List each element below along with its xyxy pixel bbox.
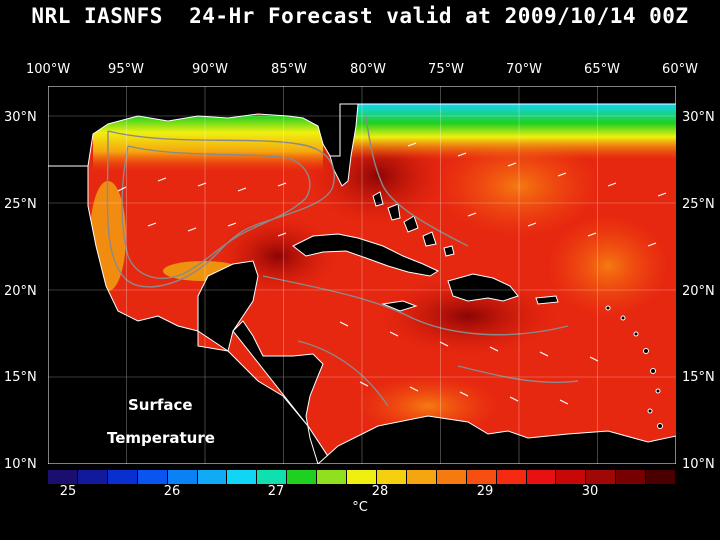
colorbar-swatch bbox=[317, 470, 348, 484]
map-label-surface: Surface bbox=[128, 396, 193, 414]
lat-label-right-30n: 30°N bbox=[682, 110, 715, 125]
lat-label-left-25n: 25°N bbox=[4, 197, 37, 212]
land-jamaica bbox=[381, 300, 418, 312]
lat-label-right-20n: 20°N bbox=[682, 284, 715, 299]
land-puerto-rico bbox=[535, 295, 559, 305]
colorbar-tick-25: 25 bbox=[59, 484, 77, 499]
bathymetry-contours bbox=[106, 115, 579, 407]
colorbar-swatch bbox=[436, 470, 467, 484]
colorbar-swatch bbox=[496, 470, 527, 484]
land-florida bbox=[329, 103, 359, 187]
colorbar-swatch bbox=[167, 470, 198, 484]
lat-label-right-10n: 10°N bbox=[682, 457, 715, 472]
land-bahamas bbox=[372, 191, 455, 257]
colorbar bbox=[48, 470, 677, 484]
colorbar-tick-30: 30 bbox=[581, 484, 599, 499]
colorbar-swatch bbox=[616, 470, 647, 484]
colorbar-swatch bbox=[197, 470, 228, 484]
colorbar-swatch bbox=[376, 470, 407, 484]
cool-patch bbox=[548, 216, 668, 316]
colorbar-swatch bbox=[77, 470, 108, 484]
land-cuba bbox=[292, 233, 440, 277]
colorbar-unit: °C bbox=[352, 500, 368, 515]
colorbar-tick-27: 27 bbox=[267, 484, 285, 499]
graticule bbox=[48, 86, 676, 464]
land-lesser-antilles bbox=[605, 305, 663, 429]
land-hispaniola bbox=[447, 273, 519, 302]
cold-band-gulf bbox=[93, 116, 323, 171]
colorbar-swatch bbox=[466, 470, 497, 484]
colorbar-swatch bbox=[137, 470, 168, 484]
lon-label-70w: 70°W bbox=[506, 62, 542, 77]
wind-arrows bbox=[117, 142, 667, 405]
map-title: NRL IASNFS 24-Hr Forecast valid at 2009/… bbox=[31, 4, 689, 28]
colorbar-swatch bbox=[526, 470, 557, 484]
colorbar-swatch bbox=[227, 470, 258, 484]
colorbar-tick-28: 28 bbox=[371, 484, 389, 499]
colorbar-tick-29: 29 bbox=[476, 484, 494, 499]
cold-band-atlantic bbox=[338, 104, 676, 159]
lon-label-60w: 60°W bbox=[662, 62, 698, 77]
colorbar-swatch bbox=[406, 470, 437, 484]
cool-patch bbox=[438, 136, 598, 236]
lat-label-left-30n: 30°N bbox=[4, 110, 37, 125]
sst-map-svg bbox=[48, 86, 676, 464]
lat-label-left-15n: 15°N bbox=[4, 370, 37, 385]
lon-label-100w: 100°W bbox=[26, 62, 71, 77]
lon-label-75w: 75°W bbox=[428, 62, 464, 77]
colorbar-swatch bbox=[287, 470, 318, 484]
lon-label-90w: 90°W bbox=[192, 62, 228, 77]
colorbar-swatch bbox=[556, 470, 587, 484]
lat-label-left-20n: 20°N bbox=[4, 284, 37, 299]
colorbar-swatch bbox=[107, 470, 138, 484]
land-yucatan bbox=[197, 260, 259, 352]
colorbar-swatch bbox=[347, 470, 377, 484]
land-south-america bbox=[317, 415, 676, 464]
lat-label-left-10n: 10°N bbox=[4, 457, 37, 472]
colorbar-swatch bbox=[48, 470, 78, 484]
sst-map bbox=[48, 86, 676, 464]
lon-label-80w: 80°W bbox=[350, 62, 386, 77]
colorbar-swatch bbox=[257, 470, 288, 484]
colorbar-swatch bbox=[586, 470, 617, 484]
lat-label-right-25n: 25°N bbox=[682, 197, 715, 212]
land-central-america bbox=[232, 320, 334, 464]
lon-label-85w: 85°W bbox=[271, 62, 307, 77]
lon-label-65w: 65°W bbox=[584, 62, 620, 77]
lon-label-95w: 95°W bbox=[108, 62, 144, 77]
lat-label-right-15n: 15°N bbox=[682, 370, 715, 385]
colorbar-tick-26: 26 bbox=[163, 484, 181, 499]
colorbar-swatch bbox=[646, 470, 677, 484]
map-label-temperature: Temperature bbox=[107, 429, 215, 447]
